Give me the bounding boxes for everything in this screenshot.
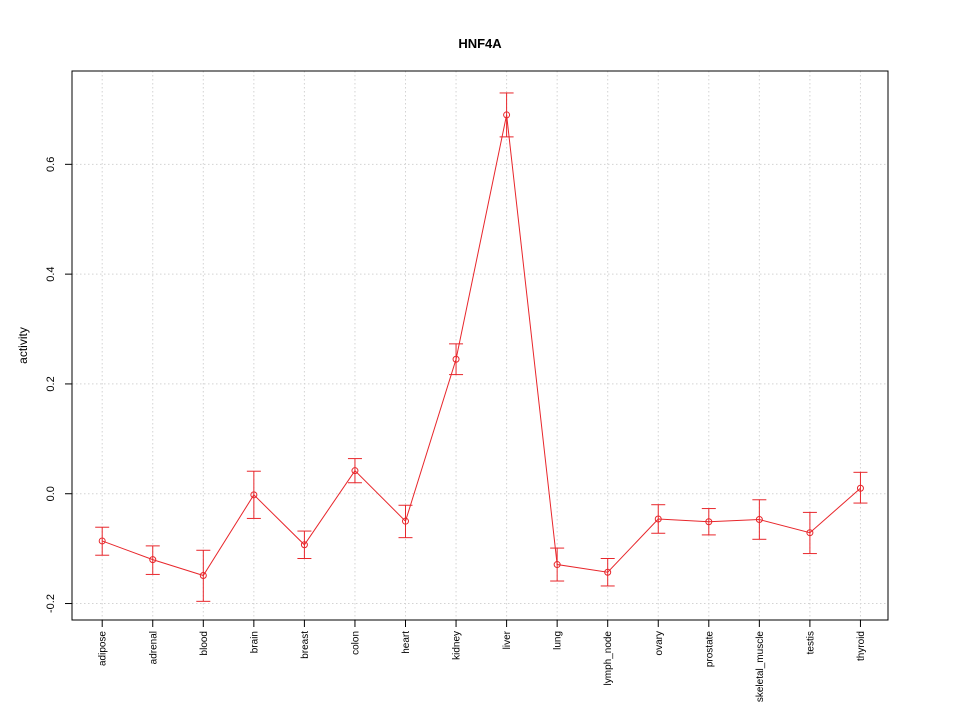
chart-title: HNF4A (458, 36, 502, 51)
grid (72, 71, 888, 620)
x-tick-label: breast (300, 631, 311, 659)
x-tick-label: colon (350, 631, 361, 655)
y-tick-label: 0.6 (45, 157, 57, 172)
x-tick-label: lung (553, 631, 564, 650)
series (99, 112, 863, 579)
x-tick-label: heart (401, 631, 412, 654)
y-tick-label: 0.4 (45, 266, 57, 281)
y-tick-label: -0.2 (45, 594, 57, 613)
x-tick-label: kidney (452, 631, 463, 660)
x-tick-label: testis (805, 631, 816, 654)
x-tick-label: ovary (654, 631, 665, 655)
x-tick-label: adrenal (148, 631, 159, 664)
x-tick-label: brain (249, 631, 260, 653)
x-tick-label: thyroid (856, 631, 867, 661)
x-tick-label: skeletal_muscle (755, 631, 766, 703)
series-line (102, 115, 860, 576)
y-tick-label: 0.0 (45, 486, 57, 501)
y-axis: -0.2 0.0 0.2 0.4 0.6 (45, 157, 72, 613)
y-tick-label: 0.2 (45, 376, 57, 391)
x-axis: adipose adrenal blood brain breast colon heart… (98, 620, 867, 702)
x-tick-label: adipose (98, 631, 109, 666)
x-tick-label: prostate (704, 631, 715, 668)
x-tick-label: blood (199, 631, 210, 655)
error-bars (95, 93, 867, 601)
plot-frame (72, 71, 888, 620)
x-tick-label: lymph_node (603, 631, 614, 686)
y-axis-label: activity (16, 327, 30, 364)
x-tick-label: liver (502, 630, 513, 649)
